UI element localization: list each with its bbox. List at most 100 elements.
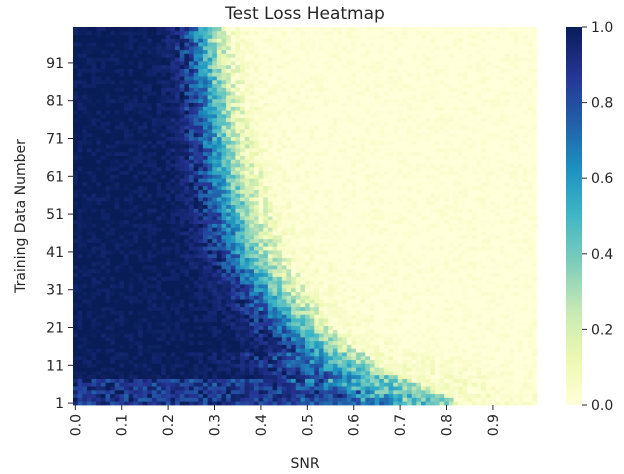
heatmap-cell (77, 374, 83, 379)
heatmap-cell (342, 367, 348, 372)
heatmap-cell (286, 397, 292, 402)
heatmap-cell (439, 265, 445, 270)
heatmap-cell (119, 302, 125, 308)
heatmap-cell (86, 389, 92, 395)
heatmap-cell (309, 318, 315, 323)
heatmap-cell (216, 359, 222, 364)
heatmap-cell (434, 276, 440, 281)
heatmap-cell (100, 389, 106, 395)
heatmap-cell (476, 336, 482, 342)
heatmap-cell (379, 242, 385, 247)
heatmap-cell (425, 295, 431, 300)
heatmap-cell (472, 340, 478, 345)
heatmap-cell (189, 261, 195, 266)
heatmap-cell (356, 265, 362, 270)
heatmap-cell (369, 325, 375, 330)
heatmap-cell (393, 280, 399, 285)
heatmap-cell (425, 268, 431, 274)
heatmap-cell (342, 295, 348, 300)
heatmap-cell (73, 355, 79, 361)
heatmap-cell (230, 299, 236, 304)
heatmap-cell (411, 389, 417, 395)
heatmap-cell (272, 333, 278, 338)
heatmap-cell (388, 250, 394, 255)
heatmap-cell (202, 306, 208, 311)
heatmap-cell (318, 401, 324, 406)
heatmap-cell (402, 378, 408, 383)
heatmap-cell (77, 272, 83, 277)
heatmap-cell (518, 344, 524, 349)
heatmap-cell (263, 268, 269, 274)
heatmap-cell (263, 261, 269, 266)
heatmap-cell (379, 370, 385, 376)
heatmap-cell (244, 250, 250, 255)
heatmap-cell (175, 397, 181, 402)
heatmap-cell (82, 284, 88, 289)
heatmap-cell (96, 401, 102, 406)
heatmap-cell (133, 389, 139, 395)
heatmap-cell (421, 223, 427, 228)
heatmap-cell (77, 359, 83, 364)
heatmap-cell (481, 363, 487, 368)
heatmap-cell (175, 250, 181, 255)
heatmap-cell (82, 238, 88, 243)
heatmap-cell (309, 363, 315, 368)
heatmap-cell (323, 393, 329, 398)
heatmap-cell (444, 216, 450, 221)
heatmap-cell (453, 318, 459, 323)
heatmap-cell (421, 276, 427, 281)
heatmap-cell (86, 242, 92, 247)
heatmap-cell (337, 382, 343, 387)
heatmap-cell (323, 344, 329, 349)
heatmap-cell (216, 268, 222, 274)
heatmap-cell (523, 291, 529, 296)
heatmap-cell (179, 276, 185, 281)
heatmap-cell (253, 276, 259, 281)
heatmap-cell (244, 314, 250, 319)
heatmap-cell (258, 393, 264, 398)
heatmap-cell (258, 344, 264, 349)
heatmap-cell (128, 253, 134, 258)
heatmap-cell (356, 261, 362, 266)
heatmap-cell (170, 329, 176, 334)
heatmap-cell (309, 265, 315, 270)
heatmap-cell (128, 389, 134, 395)
heatmap-cell (235, 352, 241, 357)
heatmap-cell (305, 238, 311, 243)
heatmap-cell (221, 329, 227, 334)
heatmap-cell (407, 238, 413, 243)
heatmap-cell (156, 246, 162, 251)
heatmap-cell (133, 397, 139, 402)
heatmap-cell (346, 238, 352, 243)
heatmap-cell (481, 318, 487, 323)
heatmap-cell (156, 336, 162, 342)
heatmap-cell (453, 321, 459, 327)
heatmap-cell (323, 227, 329, 232)
heatmap-cell (369, 359, 375, 364)
heatmap-cell (189, 336, 195, 342)
heatmap-cell (253, 367, 259, 372)
heatmap-cell (226, 242, 232, 247)
heatmap-cell (291, 325, 297, 330)
heatmap-cell (523, 382, 529, 387)
heatmap-cell (281, 276, 287, 281)
heatmap-cell (291, 401, 297, 406)
heatmap-cell (458, 321, 464, 327)
heatmap-cell (291, 389, 297, 395)
heatmap-cell (216, 284, 222, 289)
heatmap-cell (221, 280, 227, 285)
heatmap-cell (472, 265, 478, 270)
heatmap-cell (230, 234, 236, 240)
heatmap-cell (309, 367, 315, 372)
heatmap-cell (499, 280, 505, 285)
heatmap-cell (337, 291, 343, 296)
heatmap-cell (91, 219, 97, 224)
heatmap-cell (161, 389, 167, 395)
heatmap-cell (202, 216, 208, 221)
heatmap-cell (165, 268, 171, 274)
heatmap-cell (402, 348, 408, 353)
heatmap-cell (309, 333, 315, 338)
heatmap-cell (277, 287, 283, 292)
heatmap-cell (504, 378, 510, 383)
heatmap-cell (267, 250, 273, 255)
